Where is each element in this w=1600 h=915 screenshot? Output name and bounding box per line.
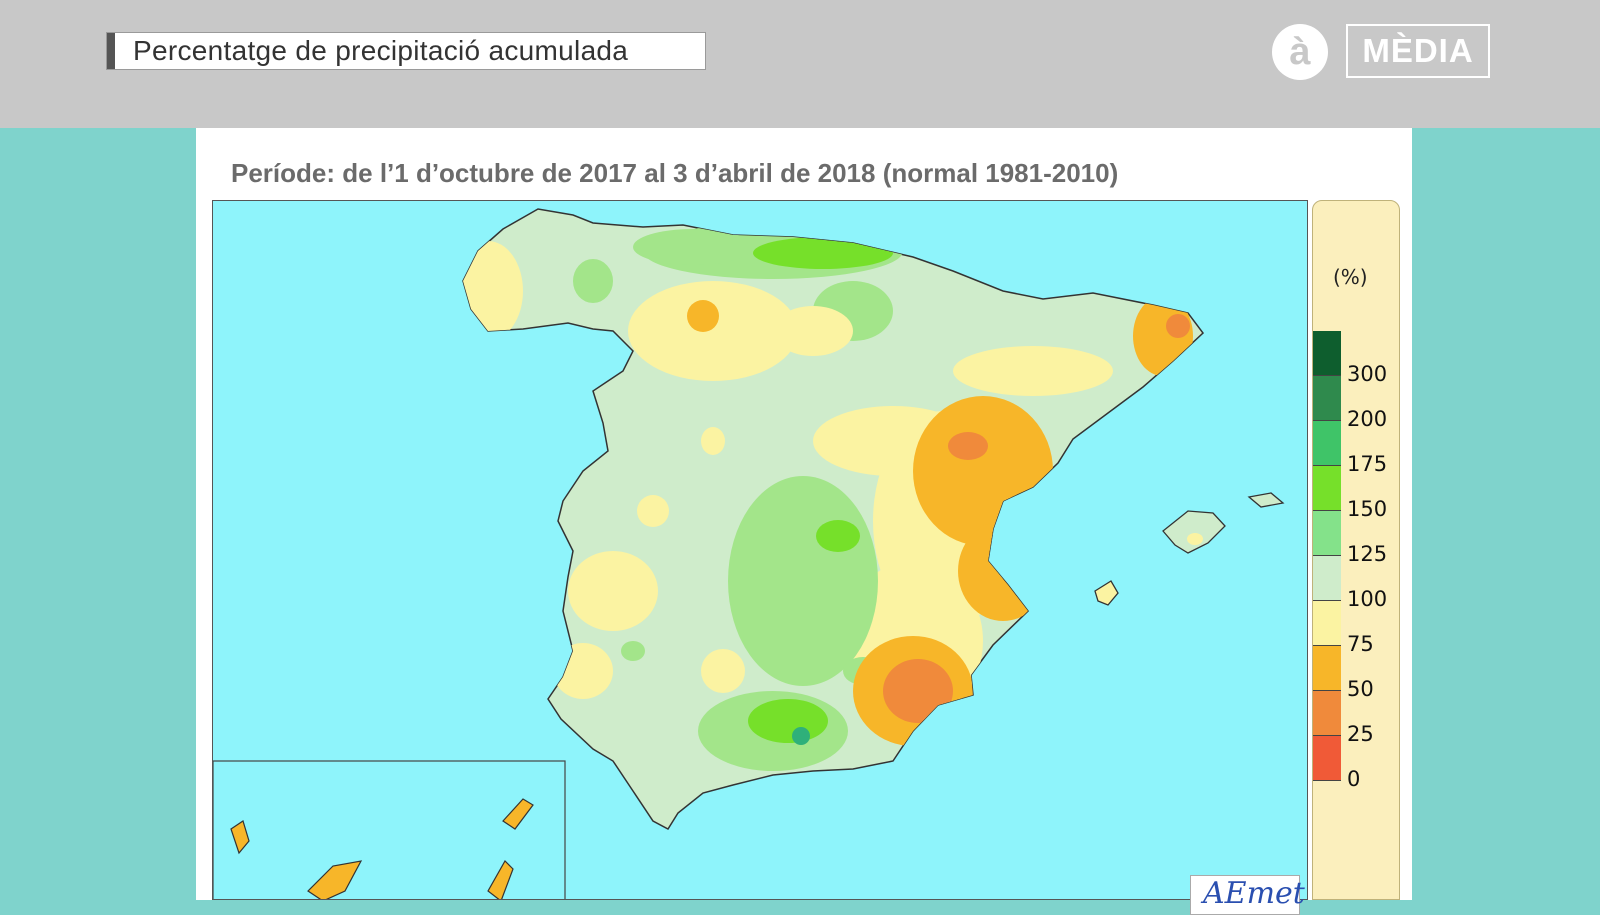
legend-unit: (%) [1333,265,1368,289]
legend-tick-label: 50 [1347,677,1374,701]
legend-tick-label: 125 [1347,542,1388,566]
legend-tick-label: 200 [1347,407,1388,431]
legend-swatch [1313,691,1341,736]
legend: (%) 300 200 175 150 125 100 75 50 25 0 [1312,200,1400,900]
ibiza [1094,580,1119,606]
legend-tick-label: 175 [1347,452,1388,476]
legend-swatch [1313,646,1341,691]
legend-tick-label: 0 [1347,767,1361,791]
header-bar: Percentatge de precipitació acumulada à … [0,0,1600,128]
legend-swatch [1313,511,1341,556]
legend-swatch [1313,736,1341,781]
legend-swatch [1313,331,1341,376]
canary-islands-inset [213,760,566,899]
map-panel: Període: de l’1 d’octubre de 2017 al 3 d… [196,128,1412,900]
legend-colorbar [1313,331,1341,781]
period-subtitle: Període: de l’1 d’octubre de 2017 al 3 d… [231,158,1119,188]
precipitation-map [212,200,1308,900]
legend-swatch [1313,421,1341,466]
spain-map-svg [213,208,1285,899]
menorca [1247,492,1285,508]
aemet-watermark: AEmet [1190,875,1305,915]
legend-swatch [1313,601,1341,646]
legend-tick-label: 150 [1347,497,1388,521]
legend-tick-label: 25 [1347,722,1374,746]
logo-text: MÈDIA [1346,24,1490,78]
legend-swatch [1313,376,1341,421]
title-marker [107,33,115,69]
title-box: Percentatge de precipitació acumulada [106,32,706,70]
legend-tick-label: 75 [1347,632,1374,656]
mallorca [1162,510,1226,554]
legend-tick-label: 300 [1347,362,1388,386]
logo-circle-icon: à [1272,24,1328,80]
legend-swatch [1313,466,1341,511]
legend-swatch [1313,556,1341,601]
legend-tick-label: 100 [1347,587,1388,611]
page-title: Percentatge de precipitació acumulada [133,35,629,66]
